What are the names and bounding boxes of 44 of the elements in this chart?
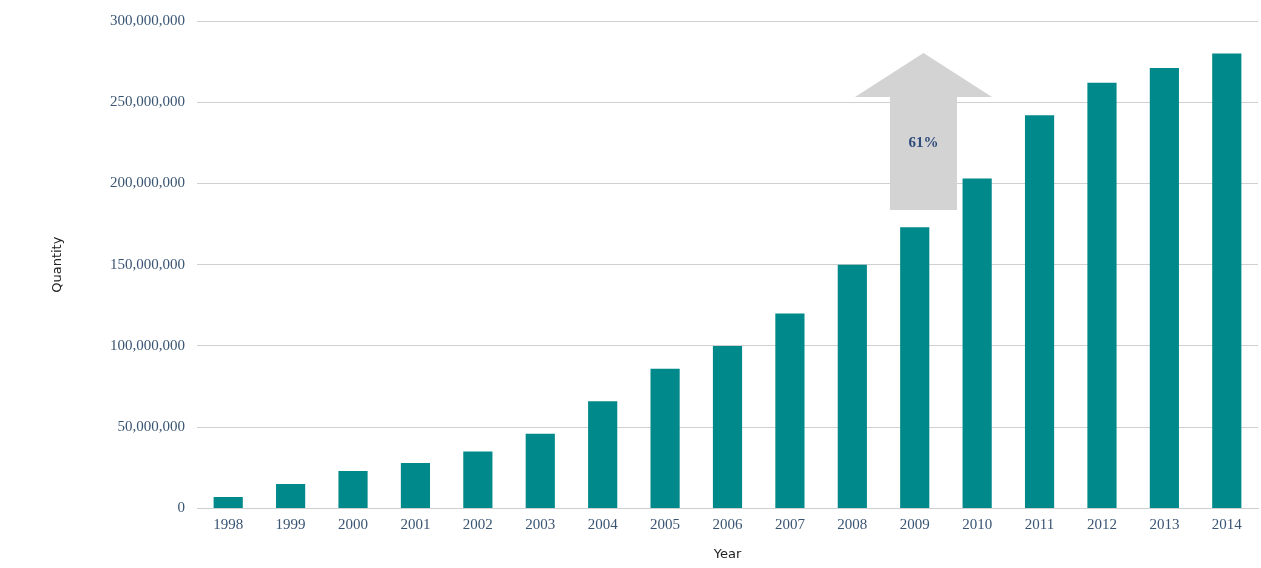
x-tick-label: 2014: [1211, 516, 1243, 533]
y-tick-label: 150,000,000: [110, 255, 185, 272]
x-tick-label: 1998: [213, 516, 244, 533]
annotation: 61%: [907, 134, 940, 151]
x-tick-label: 2005: [650, 516, 681, 533]
bar: [1024, 115, 1055, 508]
x-tick-label: 2008: [837, 516, 868, 533]
y-tick-label: 0: [177, 499, 185, 516]
x-axis-title: Year: [712, 545, 742, 561]
bar: [1212, 53, 1242, 508]
y-tick-label: 50,000,000: [117, 418, 185, 435]
x-tick-label: 2007: [774, 516, 806, 533]
x-tick-label: 2001: [400, 516, 431, 533]
y-tick-label: 300,000,000: [110, 11, 185, 28]
bar: [775, 313, 805, 508]
bar: [213, 497, 243, 508]
x-tick-label: 2006: [712, 516, 743, 533]
bar: [338, 471, 368, 508]
y-tick-label: 250,000,000: [110, 93, 185, 110]
bar: [1149, 68, 1179, 508]
x-tick-label: 2003: [525, 516, 556, 533]
x-tick-label: 1999: [275, 516, 306, 533]
x-tick-label: 2010: [962, 516, 993, 533]
x-tick-label: 2000: [338, 516, 369, 533]
y-tick-label: 100,000,000: [110, 336, 185, 353]
x-tick-label: 2009: [899, 516, 930, 533]
bar: [463, 451, 493, 508]
bar: [900, 227, 930, 508]
x-tick-label: 2004: [587, 516, 619, 533]
y-tick-label: 200,000,000: [110, 174, 185, 191]
x-tick-label: 2013: [1149, 516, 1180, 533]
bar: [962, 178, 992, 508]
bar: [712, 345, 743, 508]
bar: [650, 368, 680, 508]
y-axis-title: Quantity: [49, 236, 65, 293]
bar: [525, 433, 555, 508]
bar: [588, 401, 618, 508]
x-tick-label: 2012: [1086, 516, 1117, 533]
bar: [400, 462, 431, 508]
x-tick-label: 2002: [462, 516, 493, 533]
bar: [276, 484, 306, 508]
bar: [837, 264, 867, 508]
x-tick-label: 2011: [1024, 516, 1055, 533]
bar: [1087, 82, 1117, 508]
